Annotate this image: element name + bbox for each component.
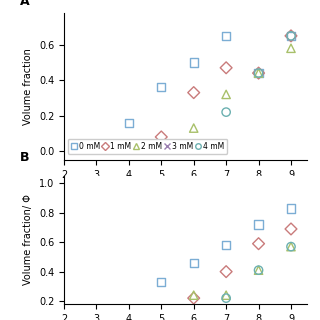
Point [288, 244, 293, 249]
Point [288, 33, 293, 38]
Point [256, 268, 261, 273]
X-axis label: Mass fraction of L-CNC/ wt.-%: Mass fraction of L-CNC/ wt.-% [93, 185, 278, 195]
Point [224, 243, 229, 248]
Point [224, 65, 229, 70]
Point [224, 292, 229, 298]
Point [288, 33, 293, 38]
Point [256, 268, 261, 273]
Point [256, 70, 261, 76]
Point [159, 147, 164, 152]
Point [256, 241, 261, 246]
Point [191, 260, 196, 265]
Point [159, 134, 164, 140]
Point [224, 296, 229, 301]
Point [224, 33, 229, 38]
Point [288, 247, 293, 252]
Point [224, 97, 229, 102]
Point [256, 268, 261, 273]
Legend: 0 mM, 1 mM, 2 mM, 3 mM, 4 mM: 0 mM, 1 mM, 2 mM, 3 mM, 4 mM [68, 139, 227, 154]
Point [191, 296, 196, 301]
Point [256, 70, 261, 76]
Point [191, 136, 196, 141]
Point [159, 279, 164, 284]
Point [256, 70, 261, 76]
Point [256, 222, 261, 227]
Point [288, 206, 293, 211]
Point [126, 120, 132, 125]
Y-axis label: Volume fraction/ Φ: Volume fraction/ Φ [23, 195, 33, 285]
Point [256, 70, 261, 76]
Point [288, 227, 293, 232]
Point [191, 296, 196, 301]
Point [288, 46, 293, 51]
Point [288, 244, 293, 249]
Point [224, 296, 229, 301]
Point [191, 292, 196, 298]
Point [224, 269, 229, 274]
Point [159, 85, 164, 90]
Point [191, 125, 196, 131]
Point [256, 70, 261, 76]
Point [288, 39, 293, 44]
Text: A: A [20, 0, 30, 8]
Y-axis label: Volume frac⁠tion: Volume frac⁠tion [23, 48, 33, 125]
Point [288, 33, 293, 38]
Point [224, 92, 229, 97]
Point [191, 90, 196, 95]
Point [191, 60, 196, 65]
Point [224, 109, 229, 115]
Point [94, 145, 99, 150]
Text: B: B [20, 151, 30, 164]
